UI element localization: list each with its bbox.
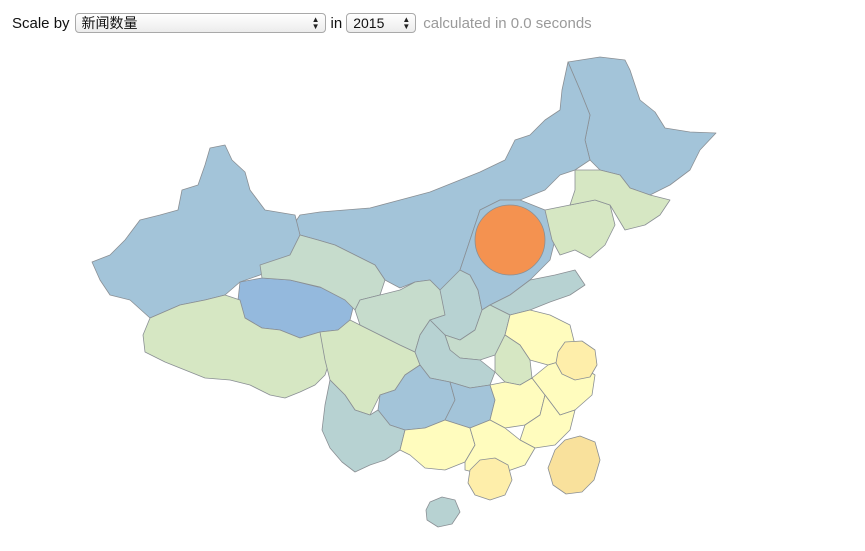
region-tibet[interactable] [142, 294, 331, 399]
region-shanghai-bubble[interactable] [555, 340, 598, 381]
region-gansu[interactable] [259, 234, 386, 311]
region-taiwan[interactable] [547, 435, 601, 495]
region-liaoning[interactable] [544, 199, 616, 259]
in-label: in [330, 14, 343, 32]
region-yunnan[interactable] [321, 379, 406, 473]
metric-select-value: 新闻数量 [81, 15, 138, 31]
select-arrows-icon: ▲ ▼ [402, 15, 411, 31]
select-arrows-icon: ▲ ▼ [311, 15, 320, 31]
region-hainan[interactable] [425, 496, 461, 528]
toolbar: Scale by 新闻数量 ▲ ▼ in 2015 ▲ ▼ calculated i… [12, 11, 592, 35]
year-select-value: 2015 [353, 15, 385, 31]
calculation-status: calculated in 0.0 seconds [423, 14, 592, 32]
year-select[interactable]: 2015 ▲ ▼ [346, 13, 417, 33]
scale-by-label: Scale by [12, 14, 70, 32]
region-beijing-bubble[interactable] [474, 204, 546, 276]
region-jilin[interactable] [569, 169, 671, 231]
metric-select[interactable]: 新闻数量 ▲ ▼ [74, 13, 326, 33]
region-guangzhou-bubble[interactable] [467, 457, 513, 501]
